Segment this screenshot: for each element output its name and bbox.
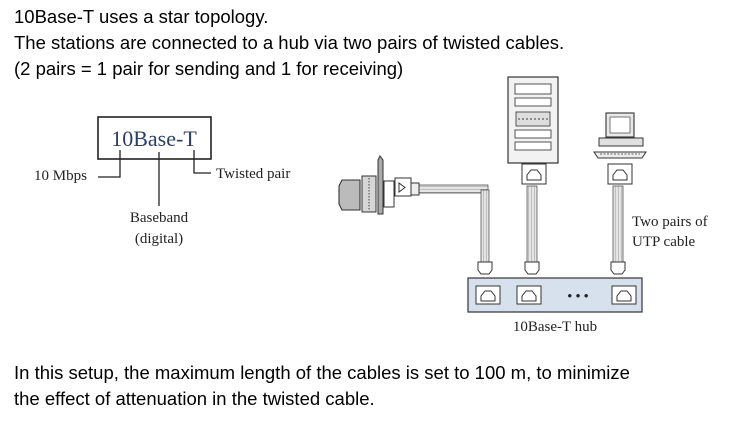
intro-line-3: (2 pairs = 1 pair for sending and 1 for … (14, 58, 404, 79)
speed-label: 10 Mbps (34, 168, 87, 184)
cable-label-line1: Two pairs of (632, 214, 708, 230)
signal-label-line2: (digital) (135, 231, 183, 247)
hub-ellipsis: • • • (568, 288, 589, 303)
utp-cable-nic (417, 184, 490, 263)
medium-label: Twisted pair (216, 166, 290, 182)
medium-connector (193, 150, 211, 174)
port-icon (480, 290, 632, 302)
hub: • • • (467, 277, 643, 313)
network-card-icon (338, 155, 420, 215)
signal-label-line1: Baseband (130, 210, 189, 226)
speed-connector (98, 150, 121, 178)
intro-text: 10Base-T uses a star topology. The stati… (14, 4, 564, 82)
cable-label-line2: UTP cable (632, 234, 696, 250)
naming-diagram: 10Base-T 10 Mbps Twisted pair Baseband (… (34, 116, 290, 247)
utp-cable-server (526, 185, 538, 263)
cable-plug (477, 261, 626, 275)
intro-line-1: 10Base-T uses a star topology. (14, 6, 269, 27)
workstation-icon (593, 112, 647, 185)
network-diagram: • • • 10Base-T hub (338, 76, 708, 335)
standard-name: 10Base-T (111, 126, 197, 151)
outro-line-1: In this setup, the maximum length of the… (14, 362, 630, 383)
intro-line-2: The stations are connected to a hub via … (14, 32, 565, 53)
hub-port (475, 285, 637, 305)
standard-name-box (97, 116, 212, 160)
outro-text: In this setup, the maximum length of the… (14, 360, 630, 412)
server-icon (507, 76, 559, 185)
utp-cable-workstation (612, 185, 624, 263)
hub-label: 10Base-T hub (513, 319, 597, 335)
outro-line-2: the effect of attenuation in the twisted… (14, 388, 375, 409)
